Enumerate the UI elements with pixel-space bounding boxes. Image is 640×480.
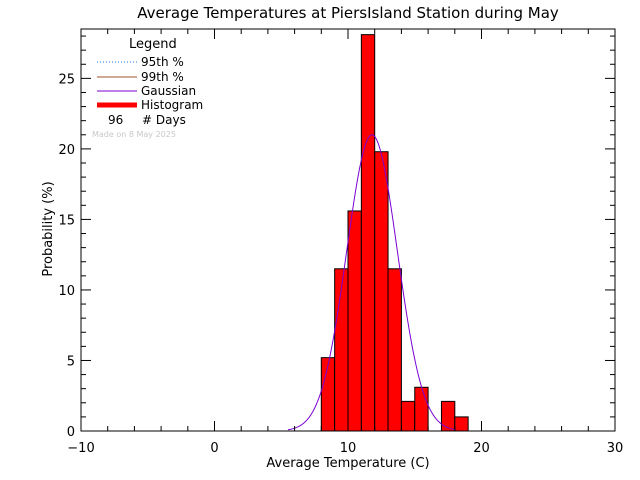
legend-days-label: # Days — [142, 113, 186, 127]
legend-label-95th: 95th % — [141, 55, 184, 69]
y-tick-label: 15 — [58, 213, 75, 228]
x-tick-label: 10 — [340, 441, 357, 456]
histogram-bar — [414, 386, 429, 432]
y-axis-label: Probability (%) — [41, 181, 56, 276]
chart-title: Average Temperatures at PiersIsland Stat… — [137, 4, 559, 22]
legend-label-histogram: Histogram — [141, 98, 203, 112]
y-tick-label: 5 — [67, 354, 75, 369]
histogram-bar — [374, 151, 389, 432]
x-tick-label: −10 — [67, 441, 94, 456]
histogram-bar — [454, 416, 469, 432]
x-axis-ticks: −10 0 10 20 30 — [67, 29, 623, 456]
y-tick-label: 10 — [58, 284, 75, 299]
legend-title: Legend — [129, 37, 177, 52]
legend-label-gaussian: Gaussian — [141, 84, 196, 98]
x-axis-label: Average Temperature (C) — [266, 456, 429, 471]
x-tick-label: 0 — [210, 441, 218, 456]
legend-days-count: 96 — [108, 113, 123, 127]
legend: Legend 95th % 99th % Gaussian Histogram … — [92, 37, 203, 139]
histogram-bar — [347, 210, 362, 432]
histogram-bar — [320, 357, 336, 432]
y-tick-label: 25 — [58, 72, 75, 87]
gaussian-line — [287, 134, 455, 431]
plot-area — [80, 28, 616, 432]
histogram-bar — [440, 400, 456, 432]
legend-label-99th: 99th % — [141, 70, 184, 84]
histogram-bar — [334, 268, 349, 432]
histogram-bar — [400, 400, 416, 432]
y-tick-label: 0 — [67, 425, 75, 440]
histogram-bar — [387, 268, 402, 432]
y-tick-label: 20 — [58, 143, 75, 158]
histogram-bar — [360, 34, 376, 432]
x-tick-label: 20 — [473, 441, 490, 456]
made-on-note: Made on 8 May 2025 — [92, 130, 176, 139]
x-tick-label: 30 — [607, 441, 624, 456]
y-axis-ticks: 0 5 10 15 20 25 — [58, 35, 615, 440]
